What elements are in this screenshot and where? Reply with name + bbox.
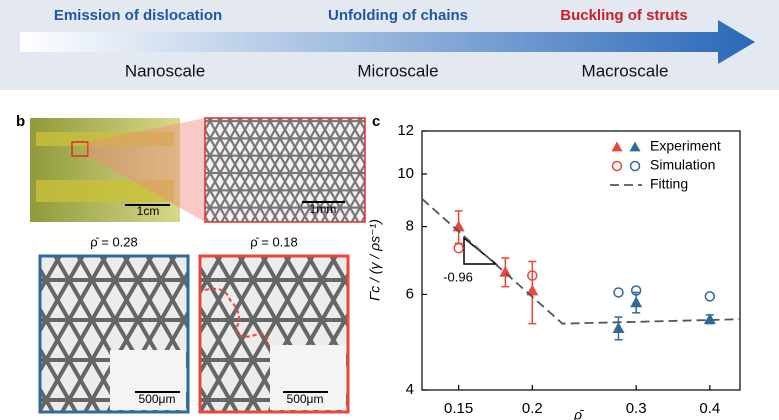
zoom-photo xyxy=(204,117,366,223)
y-tick-label: 6 xyxy=(406,285,414,302)
x-tick-label: 0.2 xyxy=(522,400,543,417)
photo-strip xyxy=(36,132,174,146)
marker xyxy=(527,270,538,281)
zoom-projection xyxy=(88,118,205,222)
x-axis-label: ρ̄ xyxy=(573,407,584,420)
scale-bar-label: 500μm xyxy=(139,392,176,406)
marker xyxy=(453,242,464,254)
photo-strip xyxy=(36,180,174,202)
scale-bar-label: 1mm xyxy=(310,202,337,216)
scale-label: Microscale xyxy=(357,61,438,80)
marker xyxy=(499,265,512,277)
y-axis-label: Γ̄c / (γ / ρs⁻¹) xyxy=(367,219,383,301)
scale-arrow xyxy=(20,20,755,64)
scale-bar-label: 1cm xyxy=(137,204,160,218)
y-tick-label: 10 xyxy=(397,165,414,182)
y-tick-label: 4 xyxy=(406,381,414,398)
micrograph-blank xyxy=(270,345,346,410)
legend-marker xyxy=(629,141,641,152)
x-tick-label: 0.4 xyxy=(699,400,720,417)
y-tick-label: 8 xyxy=(406,218,414,235)
scale-label: Macroscale xyxy=(582,61,669,80)
panel-label: b xyxy=(16,113,25,130)
legend-marker xyxy=(611,160,623,172)
marker xyxy=(613,287,624,298)
legend-label: Simulation xyxy=(650,157,715,173)
density-label: ρ̄ = 0.18 xyxy=(250,234,298,249)
panel-label: c xyxy=(372,113,380,130)
mechanism-label: Unfolding of chains xyxy=(328,7,468,24)
marker xyxy=(704,291,716,302)
density-label: ρ̄ = 0.28 xyxy=(90,234,138,249)
x-tick-label: 0.15 xyxy=(444,400,473,417)
marker xyxy=(452,220,465,232)
scale-label: Nanoscale xyxy=(125,61,205,80)
slope-annotation: -0.96 xyxy=(443,269,473,284)
micrograph-blank xyxy=(110,350,186,410)
legend-label: Fitting xyxy=(650,176,688,192)
legend-label: Experiment xyxy=(650,138,721,154)
marker xyxy=(703,313,716,325)
marker xyxy=(630,285,642,296)
x-tick-label: 0.3 xyxy=(626,400,647,417)
marker xyxy=(630,296,643,308)
mechanism-label: Buckling of struts xyxy=(560,7,688,24)
marker xyxy=(526,284,539,296)
y-tick-label: 12 xyxy=(397,122,414,139)
zoom-box xyxy=(71,141,89,157)
scale-bar-label: 500μm xyxy=(287,392,324,406)
crack-path xyxy=(204,287,269,346)
fit-line xyxy=(421,198,741,325)
legend-marker xyxy=(611,141,623,152)
legend-marker xyxy=(629,160,641,172)
mechanism-label: Emission of dislocation xyxy=(54,7,222,24)
marker xyxy=(612,322,625,333)
plot-frame xyxy=(421,130,741,391)
